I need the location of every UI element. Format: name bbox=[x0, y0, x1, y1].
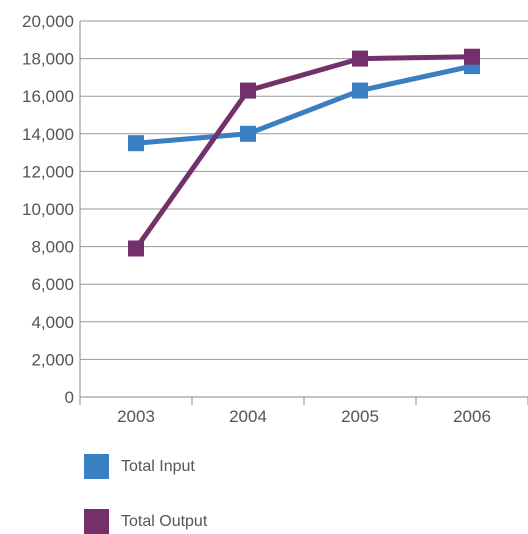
y-tick-label: 20,000 bbox=[22, 12, 74, 31]
x-tick-label: 2006 bbox=[453, 407, 491, 426]
line-chart: 0 2,000 4,000 6,000 8,000 10,000 12,000 14,000 1… bbox=[22, 12, 528, 426]
series-line-total-input bbox=[135, 63, 473, 146]
y-tick-label: 10,000 bbox=[22, 200, 74, 219]
legend-label-total-output: Total Output bbox=[121, 512, 208, 530]
y-tick-label: 0 bbox=[65, 388, 74, 407]
data-point-total-output bbox=[240, 82, 256, 99]
x-tick-label: 2005 bbox=[341, 407, 379, 426]
data-point-total-input bbox=[352, 82, 368, 99]
y-tick-label: 4,000 bbox=[31, 313, 74, 332]
legend-label-total-input: Total Input bbox=[121, 457, 195, 475]
y-axis-tick-labels: 0 2,000 4,000 6,000 8,000 10,000 12,000 14,000 1… bbox=[22, 12, 74, 407]
y-tick-label: 18,000 bbox=[22, 50, 74, 69]
legend-item-total-output: Total Output bbox=[84, 509, 207, 534]
y-tick-label: 12,000 bbox=[22, 162, 74, 181]
legend-swatch-total-input bbox=[84, 454, 109, 479]
series-line-total-output bbox=[133, 54, 473, 250]
y-tick-label: 2,000 bbox=[31, 350, 74, 369]
y-tick-label: 6,000 bbox=[31, 275, 74, 294]
legend-item-total-input: Total Input bbox=[84, 454, 195, 479]
x-axis-tick-labels: 2003 2004 2005 2006 bbox=[117, 407, 491, 426]
y-tick-label: 8,000 bbox=[31, 238, 74, 257]
gridlines bbox=[79, 20, 528, 405]
data-point-total-output bbox=[352, 50, 368, 67]
y-tick-label: 14,000 bbox=[22, 125, 74, 144]
data-point-total-output bbox=[128, 240, 144, 257]
data-point-total-output bbox=[464, 48, 480, 65]
x-tick-label: 2003 bbox=[117, 407, 155, 426]
y-tick-label: 16,000 bbox=[22, 87, 74, 106]
legend-swatch-total-output bbox=[84, 509, 109, 534]
data-point-total-input bbox=[128, 135, 144, 152]
data-point-total-input bbox=[240, 125, 256, 142]
x-tick-label: 2004 bbox=[229, 407, 267, 426]
series-lines bbox=[128, 48, 480, 257]
